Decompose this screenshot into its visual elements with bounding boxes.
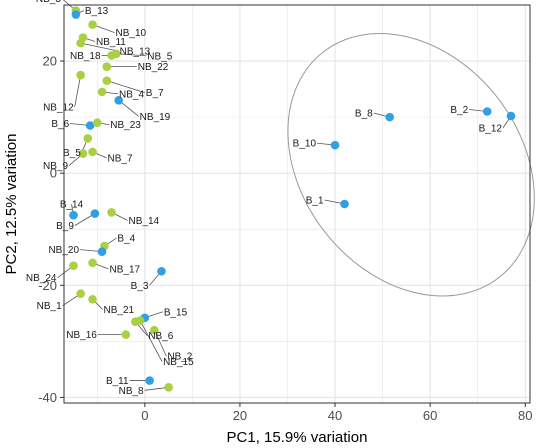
point-label: NB_12	[43, 103, 74, 114]
point-label: NB_16	[66, 330, 97, 341]
y-tick-label: -20	[38, 278, 57, 293]
leader-line	[74, 74, 82, 108]
data-point	[145, 376, 154, 385]
leader-line	[153, 329, 167, 357]
data-point	[482, 107, 492, 116]
x-tick-label: 0	[141, 408, 148, 423]
panel-background	[64, 5, 530, 403]
data-point	[76, 289, 85, 298]
point-label: B_13	[85, 6, 109, 17]
data-point	[76, 70, 85, 80]
data-point	[107, 208, 116, 217]
point-label: NB_3	[36, 0, 61, 5]
data-point	[340, 199, 349, 209]
point-label: B_12	[479, 123, 503, 134]
data-point	[164, 383, 173, 392]
point-label: NB_4	[119, 89, 144, 100]
x-axis-ticks: 0 20 40 60 80	[141, 403, 532, 423]
data-point	[114, 95, 123, 105]
data-point	[330, 140, 340, 150]
data-point	[88, 147, 97, 157]
point-label: NB_11	[96, 37, 126, 48]
point-label: B_15	[164, 307, 188, 318]
point-label: B_11	[106, 376, 129, 387]
x-tick-label: 40	[328, 408, 342, 423]
data-point	[150, 325, 159, 335]
point-label: B_10	[293, 139, 317, 150]
point-label: NB_17	[110, 264, 141, 275]
panel-border	[63, 4, 531, 404]
y-tick-label: 20	[43, 54, 57, 69]
data-point	[71, 10, 81, 19]
y-tick-label: 0	[50, 166, 57, 181]
point-label: NB_13	[120, 47, 151, 58]
data-point	[121, 330, 131, 339]
leader-line	[80, 42, 119, 52]
data-point	[92, 118, 102, 128]
x-tick-label: 60	[423, 408, 437, 423]
data-point	[506, 111, 516, 121]
leader-line	[116, 53, 147, 57]
data-point	[157, 266, 166, 276]
x-tick-label: 20	[233, 408, 247, 423]
point-label: B_2	[450, 105, 468, 116]
y-tick-label: -40	[38, 390, 57, 405]
point-label: B_7	[146, 88, 164, 99]
point-label: NB_14	[129, 216, 160, 227]
point-label: NB_8	[119, 386, 144, 397]
data-point	[90, 209, 100, 218]
y-axis-ticks: -40 -20 0 20	[38, 54, 64, 405]
point-label: NB_2	[167, 352, 192, 363]
point-label: NB_6	[148, 331, 173, 342]
data-point	[83, 134, 93, 143]
point-label: B_9	[56, 221, 74, 232]
point-label: NB_1	[37, 301, 62, 312]
point-label: NB_5	[147, 51, 172, 62]
data-point	[76, 38, 85, 48]
data-point	[88, 294, 97, 304]
leader-line	[106, 80, 145, 94]
point-labels: NB_3B_13NB_10NB_11NB_13NB_18NB_5NB_22NB_…	[26, 0, 502, 397]
data-point	[85, 121, 95, 130]
point-label: NB_15	[163, 357, 194, 368]
group-b-ellipse	[287, 33, 535, 297]
y-axis-title: PC2, 12.5% variation	[3, 134, 20, 275]
point-label: NB_21	[104, 305, 135, 316]
point-label: NB_24	[26, 273, 57, 284]
point-label: NB_23	[110, 120, 141, 131]
data-point	[135, 316, 145, 325]
point-label: B_5	[63, 148, 81, 159]
data-point	[88, 258, 97, 268]
data-point	[385, 112, 395, 122]
point-label: B_14	[60, 200, 84, 211]
point-label: NB_22	[138, 62, 169, 73]
data-point	[69, 210, 78, 220]
data-point	[88, 20, 97, 29]
point-label: B_8	[355, 109, 373, 120]
points	[69, 6, 516, 392]
x-axis-title: PC1, 15.9% variation	[227, 429, 368, 446]
point-label: NB_9	[43, 161, 68, 172]
point-label: NB_7	[108, 153, 133, 164]
data-point	[97, 87, 107, 97]
point-label: NB_10	[116, 28, 147, 39]
point-label: B_1	[306, 196, 324, 207]
point-label: B_3	[131, 281, 149, 292]
point-label: NB_19	[140, 112, 171, 123]
x-tick-label: 80	[518, 408, 532, 423]
data-point	[97, 247, 107, 256]
data-point	[112, 49, 121, 59]
point-label: B_6	[51, 119, 69, 130]
leader-line	[139, 320, 163, 362]
data-point	[69, 261, 78, 270]
ellipse-layer	[287, 33, 535, 297]
data-point	[78, 149, 88, 158]
point-label: B_4	[117, 234, 135, 245]
data-point	[102, 62, 112, 71]
point-label: NB_18	[70, 51, 101, 62]
data-point	[102, 76, 112, 85]
